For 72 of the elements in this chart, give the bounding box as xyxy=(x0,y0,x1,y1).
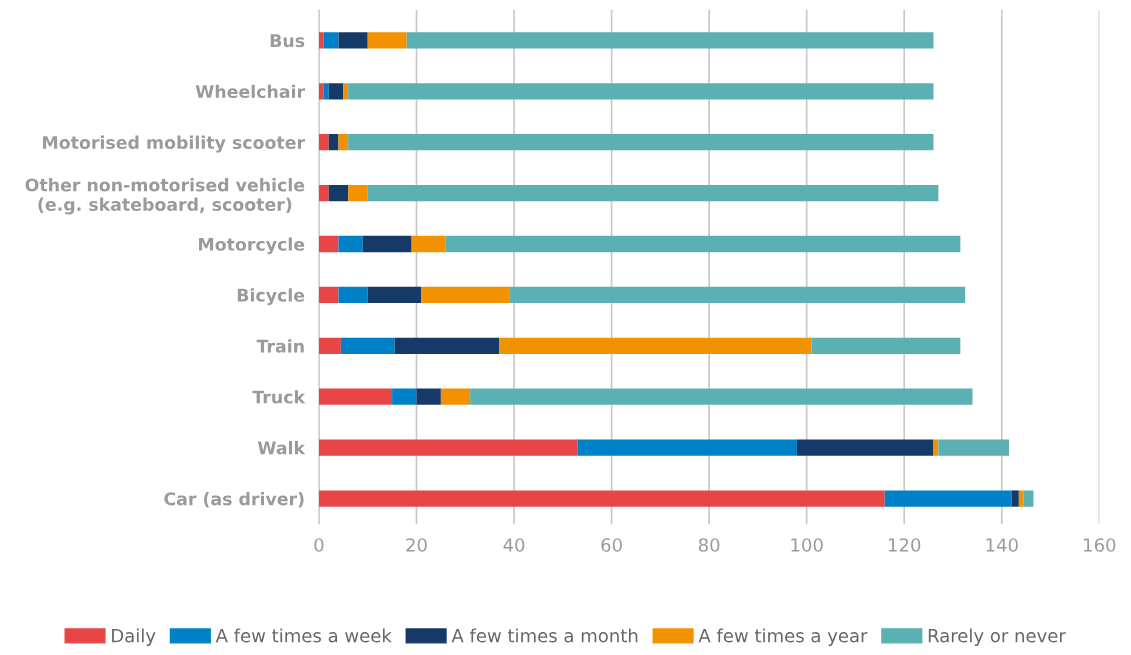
bar xyxy=(1011,490,1019,507)
bar xyxy=(323,83,329,100)
bar xyxy=(338,235,363,253)
legend-label: Rarely or never xyxy=(928,628,1066,646)
bar xyxy=(338,32,368,49)
x-tick-label: 160 xyxy=(1084,538,1116,552)
x-tick-label: 80 xyxy=(698,538,720,552)
y-tick-label: Other non-motorised vehicle (e.g. skateboard, scooter) xyxy=(25,178,305,215)
bar xyxy=(343,83,349,100)
bar xyxy=(392,388,417,405)
bar xyxy=(318,184,329,202)
bar xyxy=(338,286,368,304)
y-tick-label: Wheelchair xyxy=(195,84,305,99)
bar xyxy=(318,490,885,507)
x-tick-label: 60 xyxy=(601,538,622,552)
legend-label: Daily xyxy=(112,628,156,646)
bar xyxy=(340,337,395,354)
x-tick-label: 100 xyxy=(791,538,823,552)
bar xyxy=(362,235,412,253)
bar xyxy=(318,337,341,354)
x-tick-label: 140 xyxy=(986,538,1018,552)
y-tick-label: Train xyxy=(256,339,304,353)
bar xyxy=(440,388,471,405)
bar xyxy=(318,439,578,456)
bar xyxy=(938,439,1010,456)
bar xyxy=(338,134,349,151)
bar xyxy=(367,32,407,49)
bar xyxy=(1023,490,1034,507)
y-tick-label: Car (as driver) xyxy=(164,491,304,508)
legend-label: A few times a week xyxy=(215,628,392,643)
y-tick-label: Walk xyxy=(257,441,306,455)
bar xyxy=(884,490,1012,507)
bar xyxy=(328,184,349,202)
bar xyxy=(318,83,324,100)
bar xyxy=(499,337,812,354)
bar xyxy=(318,134,329,151)
bar xyxy=(367,184,939,202)
bar xyxy=(367,286,422,304)
bar xyxy=(348,83,934,100)
bar xyxy=(318,388,393,405)
x-tick-label: 0 xyxy=(314,538,324,552)
bar xyxy=(318,286,339,304)
bar xyxy=(796,439,934,456)
bar xyxy=(328,83,344,100)
bar xyxy=(509,286,966,304)
y-tick-label: Bicycle xyxy=(237,288,305,306)
bar xyxy=(411,235,446,253)
bar xyxy=(445,235,961,253)
bar xyxy=(318,32,324,49)
legend-label: A few times a month xyxy=(451,628,638,643)
bar xyxy=(811,337,961,354)
legend-label: A few times a year xyxy=(698,628,868,646)
bar xyxy=(1018,490,1024,507)
x-tick-label: 120 xyxy=(888,538,921,552)
x-tick-label: 20 xyxy=(406,538,427,552)
bar xyxy=(394,337,500,354)
bar xyxy=(577,439,797,456)
bar xyxy=(348,184,368,202)
bar xyxy=(323,32,339,49)
bar xyxy=(328,134,339,151)
y-tick-label: Bus xyxy=(270,34,305,48)
y-tick-label: Motorised mobility scooter xyxy=(43,135,305,153)
bar xyxy=(406,32,934,49)
bar xyxy=(348,134,934,151)
x-tick-label: 40 xyxy=(503,538,525,552)
bar xyxy=(318,235,339,253)
bar xyxy=(470,388,973,405)
y-tick-label: Motorcycle xyxy=(199,237,305,255)
bar xyxy=(421,286,510,304)
bar xyxy=(933,439,939,456)
y-tick-label: Truck xyxy=(252,390,306,404)
bar xyxy=(416,388,441,405)
